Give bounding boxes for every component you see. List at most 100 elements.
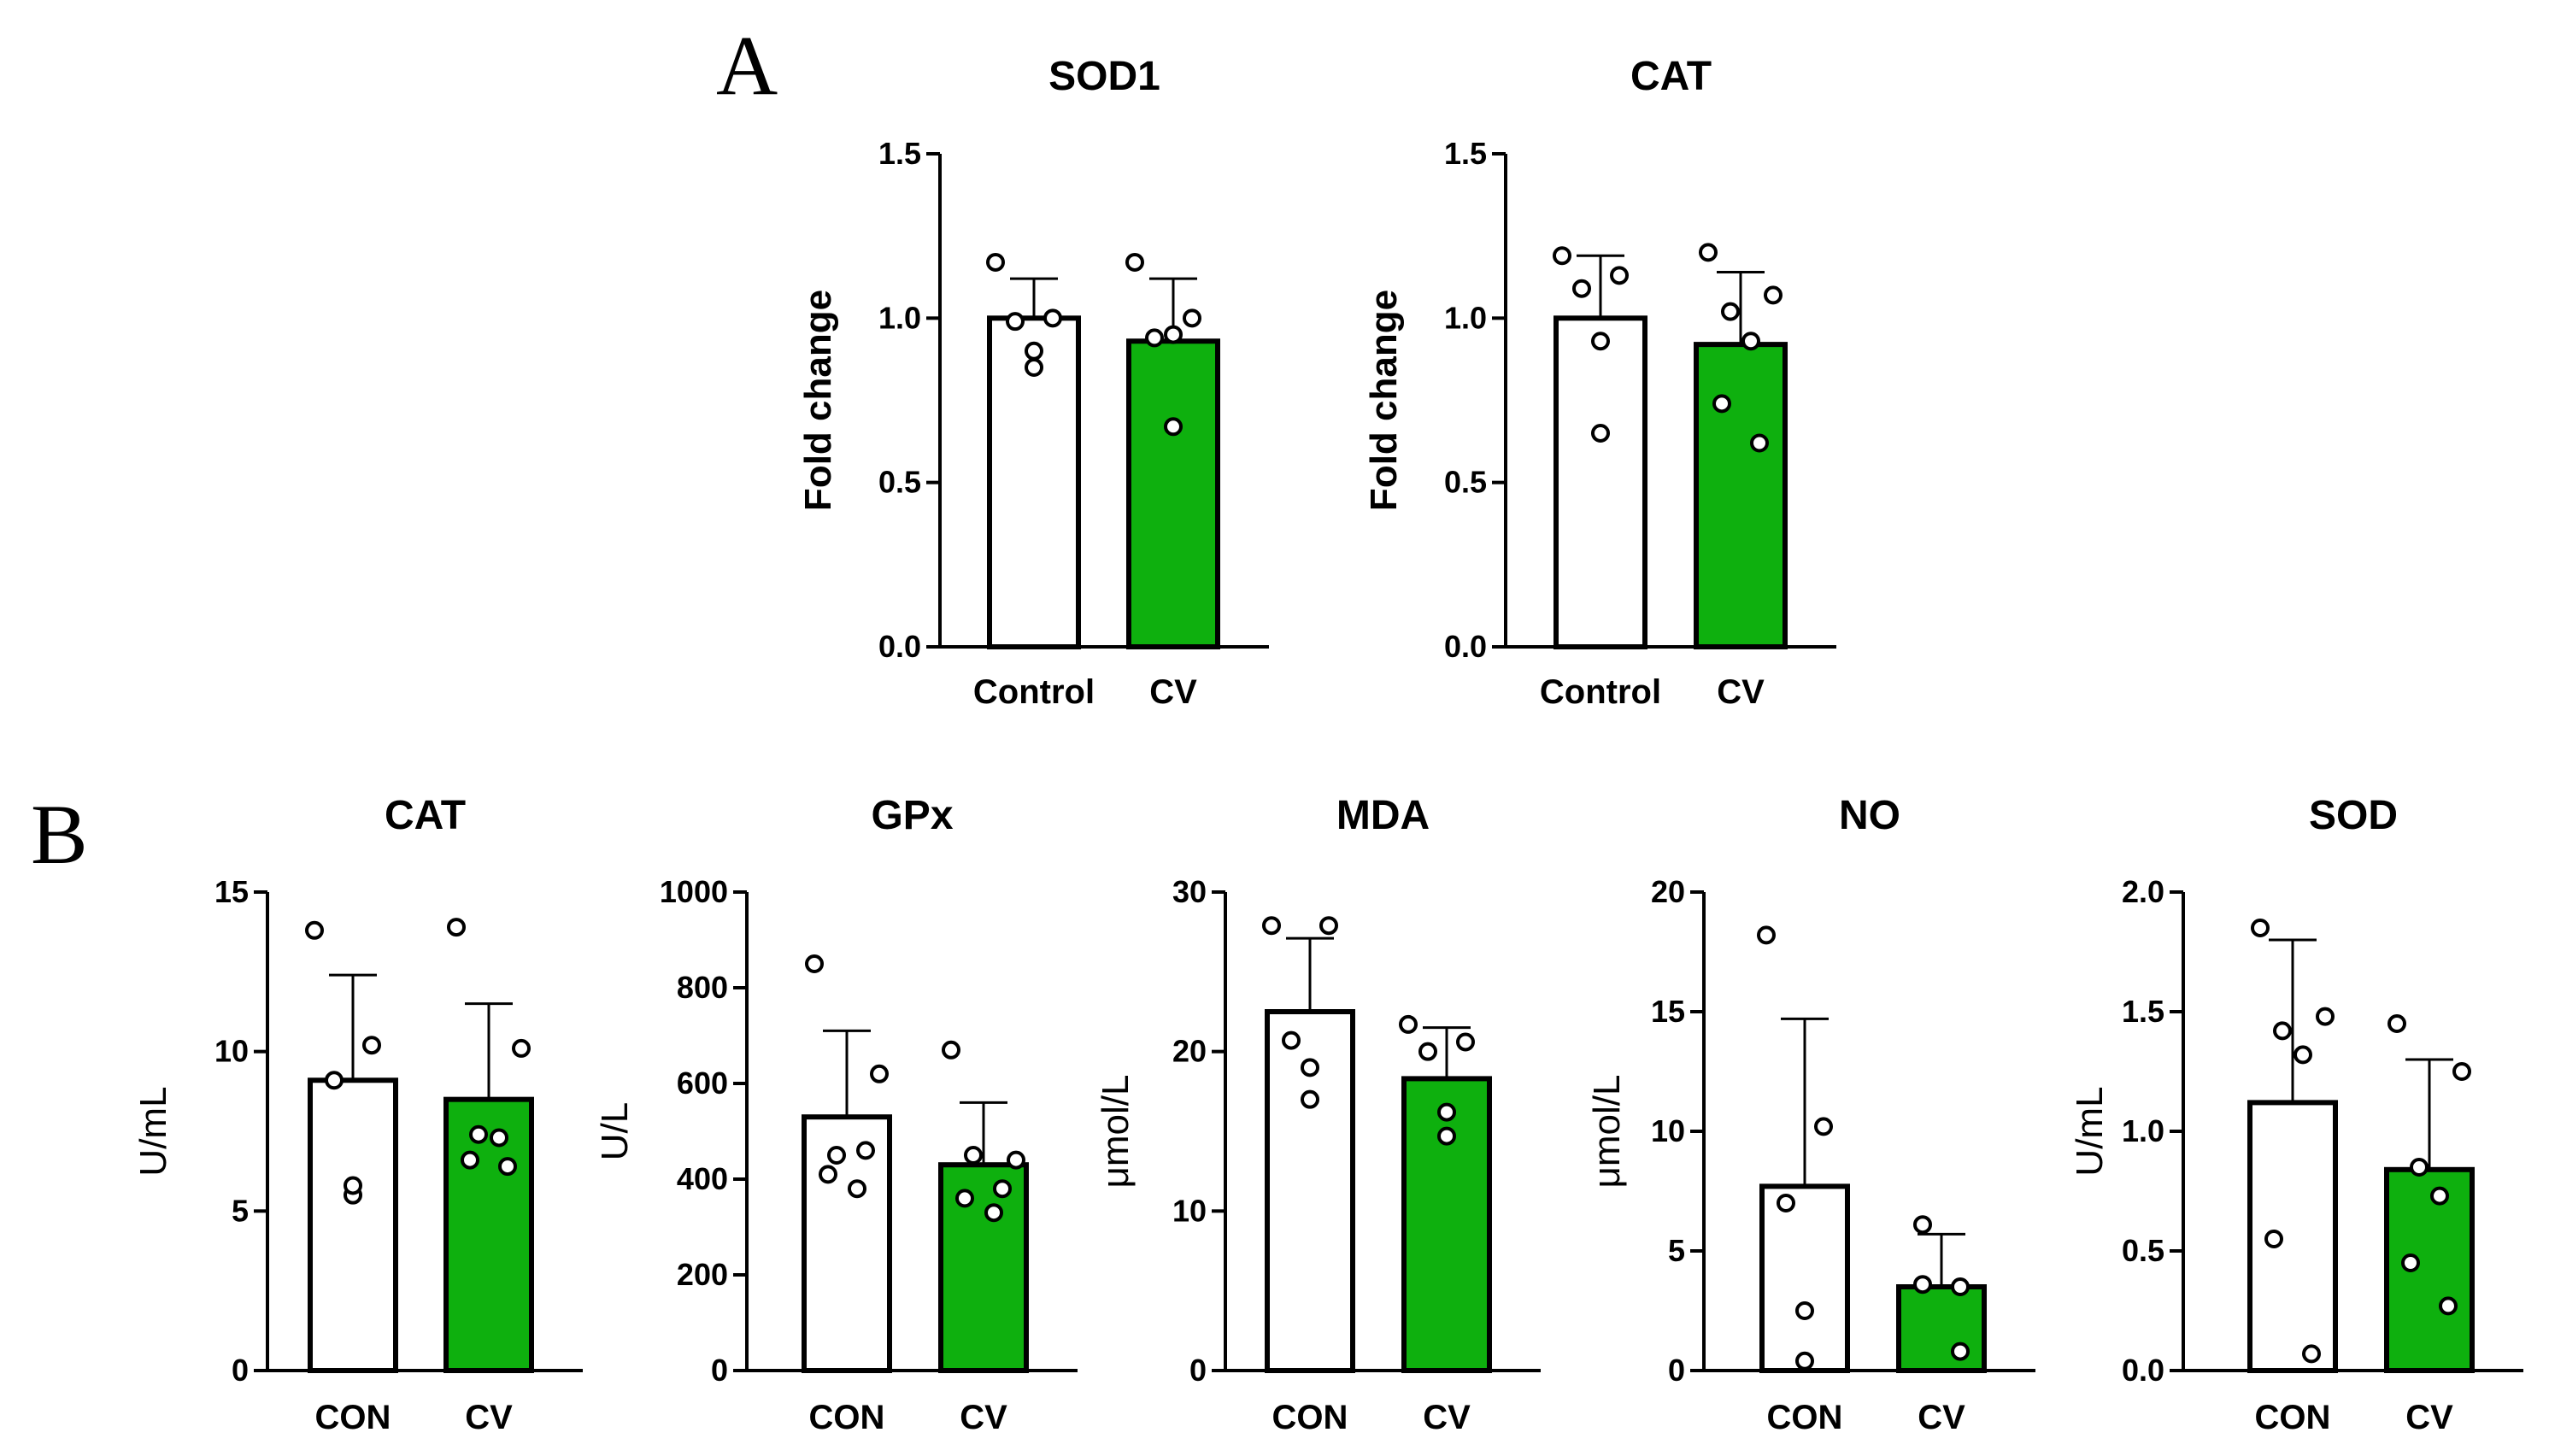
data-point — [2387, 1014, 2406, 1033]
y-tick-label: 1.5 — [878, 136, 921, 171]
data-point — [1399, 1014, 1418, 1034]
data-point — [942, 1040, 960, 1060]
data-point — [1319, 916, 1338, 936]
data-point — [1795, 1351, 1814, 1371]
data-point — [2439, 1296, 2458, 1316]
x-category-label: CV — [1918, 1399, 1965, 1436]
y-tick-label: 5 — [232, 1193, 249, 1228]
bar-cv — [1126, 338, 1220, 649]
data-point — [1043, 308, 1062, 328]
y-axis-label: U/mL — [2069, 1086, 2111, 1176]
data-point — [819, 1165, 837, 1184]
data-point — [325, 1071, 344, 1090]
y-tick-label: 1.0 — [878, 300, 921, 335]
data-point — [1125, 252, 1144, 272]
y-tick-label: 10 — [214, 1034, 249, 1069]
data-point — [2273, 1021, 2292, 1041]
data-point — [984, 1203, 1003, 1223]
x-category-label: CV — [1423, 1399, 1471, 1436]
y-tick-label: 0.0 — [2122, 1353, 2164, 1388]
data-point — [1712, 394, 1731, 414]
data-point — [870, 1064, 889, 1083]
data-point — [1145, 328, 1164, 348]
data-point — [2294, 1045, 2312, 1065]
y-tick-label: 10 — [1651, 1113, 1685, 1148]
y-tick-label: 1000 — [660, 874, 728, 909]
data-point — [1553, 246, 1571, 266]
data-point — [1795, 1301, 1814, 1320]
x-category-label: CV — [1717, 673, 1765, 711]
data-point — [1721, 302, 1740, 321]
data-point — [1164, 325, 1183, 344]
data-point — [1025, 358, 1043, 378]
x-category-label: Control — [1540, 673, 1661, 711]
y-axis-label: μmol/L — [1586, 1075, 1628, 1189]
data-point — [1591, 423, 1610, 443]
data-point — [461, 1150, 479, 1170]
chart-b3: MDA μmol/L 0 10 20 30 CON CV — [1095, 793, 1541, 1436]
data-point — [1610, 266, 1629, 285]
data-point — [447, 918, 466, 937]
data-point — [1913, 1275, 1932, 1295]
data-point — [1183, 308, 1201, 328]
x-category-label: CV — [465, 1399, 513, 1436]
data-point — [1456, 1032, 1475, 1052]
data-point — [1757, 925, 1776, 945]
data-point — [1764, 285, 1783, 305]
y-tick-label: 400 — [677, 1161, 728, 1196]
y-tick-label: 30 — [1172, 874, 1207, 909]
data-point — [2264, 1230, 2283, 1248]
x-category-label: CV — [1149, 673, 1197, 711]
x-category-label: Control — [973, 673, 1095, 711]
x-category-label: CON — [2255, 1399, 2331, 1436]
data-point — [1007, 1150, 1025, 1170]
y-axis-label: U/L — [594, 1102, 636, 1160]
data-point — [1572, 279, 1591, 298]
x-category-label: CON — [1272, 1399, 1348, 1436]
y-tick-label: 5 — [1668, 1233, 1685, 1268]
data-point — [1951, 1342, 1970, 1361]
data-point — [1006, 312, 1025, 332]
y-tick-label: 0.5 — [2122, 1233, 2164, 1268]
y-tick-label: 15 — [1651, 994, 1685, 1029]
data-point — [1699, 243, 1718, 262]
data-point — [1301, 1058, 1319, 1077]
panel-label-b: B — [31, 787, 88, 882]
y-tick-label: 10 — [1172, 1193, 1207, 1228]
y-tick-label: 0.5 — [1444, 465, 1487, 500]
data-point — [1814, 1117, 1833, 1136]
y-tick-label: 200 — [677, 1257, 728, 1292]
data-point — [1951, 1277, 1970, 1296]
bar-con — [308, 1077, 398, 1374]
data-point — [848, 1179, 866, 1199]
data-point — [964, 1146, 983, 1165]
y-tick-label: 800 — [677, 970, 728, 1005]
x-category-label: CON — [1767, 1399, 1843, 1436]
y-tick-label: 1.5 — [2122, 994, 2164, 1029]
x-category-label: CON — [809, 1399, 885, 1436]
data-point — [1741, 332, 1760, 351]
chart-a1: SOD1 Fold change 0.0 0.5 1.0 1.5 Control CV — [797, 54, 1269, 711]
data-point — [827, 1146, 846, 1165]
y-tick-label: 0.5 — [878, 465, 921, 500]
data-point — [1164, 417, 1183, 437]
y-tick-label: 0 — [711, 1353, 728, 1388]
bar-control — [1553, 315, 1647, 649]
chart-title: CAT — [385, 793, 466, 838]
y-tick-label: 0 — [232, 1353, 249, 1388]
data-point — [2316, 1007, 2335, 1026]
y-tick-label: 0 — [1668, 1353, 1685, 1388]
charts-group: SOD1 Fold change 0.0 0.5 1.0 1.5 Control CV CAT F… — [132, 54, 2523, 1436]
data-point — [512, 1038, 531, 1058]
x-category-label: CV — [960, 1399, 1007, 1436]
panel-label-a: A — [716, 18, 778, 113]
chart-title: GPx — [871, 793, 953, 838]
y-axis-label: μmol/L — [1095, 1075, 1136, 1189]
chart-b1: CAT U/mL 0 5 10 15 CON CV — [132, 793, 583, 1436]
bar-cv — [2384, 1166, 2475, 1374]
data-point — [1418, 1042, 1437, 1061]
data-point — [993, 1179, 1012, 1199]
data-point — [2302, 1344, 2321, 1364]
y-tick-label: 15 — [214, 874, 249, 909]
